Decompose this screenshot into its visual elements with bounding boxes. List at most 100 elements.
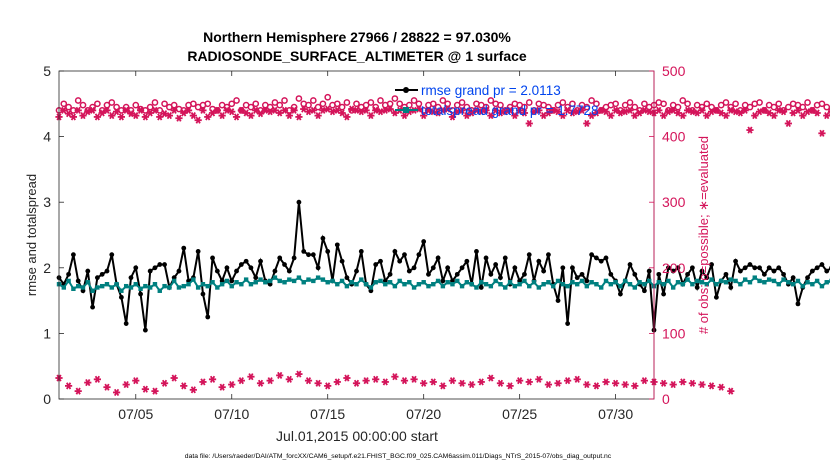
obs-evaluated-point [175,114,183,122]
obs-possible-point [396,100,404,108]
spread-point [339,278,345,284]
obs-possible-point [266,103,274,111]
obs-lower-point [458,379,466,387]
obs-lower-point [487,374,495,382]
obs-possible-point [593,100,600,108]
obs-lower-point [276,371,284,379]
obs-evaluated-point [525,119,533,128]
legend: rmse grand pr = 2.0113 totalspread grand… [395,83,599,118]
legend-spread-marker [403,107,409,113]
rmse-point [358,249,364,254]
obs-lower-point [468,381,476,389]
obs-possible-point [612,100,619,108]
obs-possible-point [391,95,399,102]
spread-point [805,280,810,285]
obs-lower-point [381,378,389,386]
obs-possible-point [684,100,691,108]
obs-evaluated-point [444,105,452,113]
spread-point [71,286,76,291]
rmse-point [728,285,734,290]
spread-point [752,275,757,280]
obs-lower-point [727,387,735,395]
spread-point [786,280,791,285]
obs-evaluated-point [506,106,514,114]
rmse-point [824,268,830,274]
spread-point [699,280,705,285]
obs-possible-point [151,99,159,106]
plot-content [55,93,830,397]
rmse-point [128,275,134,281]
obs-evaluated-point [290,106,298,114]
rmse-point [253,275,259,281]
obs-lower-point [448,377,457,385]
spread-point [531,280,537,285]
rmse-point [426,271,431,277]
obs-possible-point [722,99,730,106]
spread-point [320,277,326,282]
spread-point [171,278,177,284]
rmse-point [656,271,662,277]
rmse-point [162,262,167,267]
obs-possible-point [333,100,341,108]
rmse-point [296,199,302,205]
obs-lower-point [621,381,629,389]
obs-evaluated-point [74,106,82,114]
rmse-point [282,262,287,267]
spread-point [733,278,738,284]
rmse-point [445,265,451,271]
obs-possible-point [588,97,595,104]
y-left-tick-label: 3 [43,194,51,210]
rmse-point [805,275,810,281]
spread-point [205,283,210,289]
rmse-point [99,271,105,277]
spread-point [479,280,484,285]
obs-possible-point [161,100,168,108]
obs-evaluated-point [108,112,116,120]
spread-point [349,280,354,285]
rmse-point [781,271,786,277]
y-right-tick-label: 100 [662,325,686,341]
obs-evaluated-point [655,106,663,114]
obs-lower-point [314,379,322,387]
rmse-point [723,271,729,277]
spread-point [714,282,719,287]
rmse-point [133,265,139,271]
obs-evaluated-point [256,110,265,118]
x-tick-label: 07/30 [598,406,633,422]
obs-evaluated-point [621,108,629,116]
obs-evaluated-point [703,112,711,120]
spread-point [742,277,748,282]
obs-possible-point [132,101,140,109]
rmse-point [85,268,91,274]
obs-possible-point [65,103,72,111]
spread-point [229,283,234,289]
obs-lower-point [132,377,140,385]
obs-possible-point [233,97,240,104]
rmse-point [392,249,398,254]
obs-possible-point [429,100,437,108]
spread-point [800,283,805,289]
obs-possible-point [828,107,830,114]
obs-lower-point [554,379,562,387]
rmse-point [771,268,777,274]
spread-point [426,283,431,289]
obs-lower-point [103,383,111,391]
rmse-point [642,288,647,294]
obs-lower-point [439,382,447,390]
obs-evaluated-point [751,112,759,120]
obs-possible-point [405,101,413,109]
obs-possible-point [775,100,783,108]
rmse-point [440,278,446,284]
obs-evaluated-point [285,112,293,120]
obs-possible-point [79,101,87,109]
spread-point [474,285,479,290]
spread-point [95,285,100,290]
obs-lower-point [74,387,82,395]
spread-point [143,283,148,289]
rmse-point [142,327,148,333]
obs-evaluated-point [122,106,130,114]
spread-point [435,278,441,284]
spread-point [191,277,196,282]
spread-point [195,285,201,290]
spread-point [493,278,498,284]
